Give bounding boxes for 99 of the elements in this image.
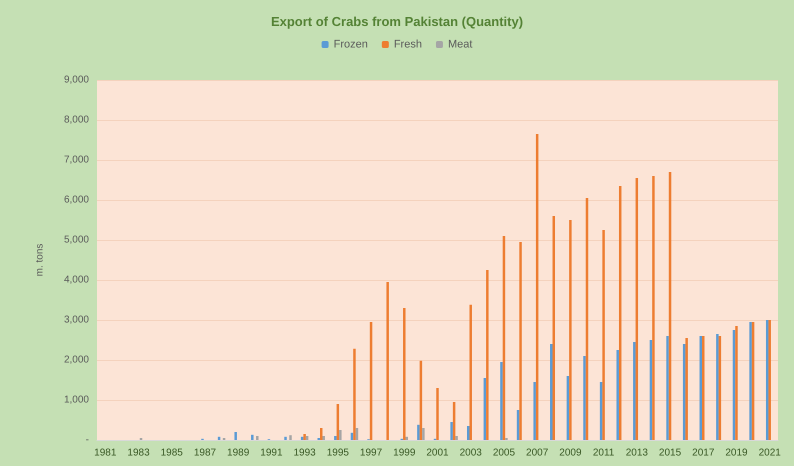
bar <box>766 320 768 440</box>
x-tick-label: 2001 <box>426 448 450 458</box>
y-tick-label: 6,000 <box>64 194 90 206</box>
bar <box>284 436 287 440</box>
y-tick-label: 3,000 <box>64 314 90 326</box>
y-tick-label: 9,000 <box>64 74 90 86</box>
bar <box>422 428 425 440</box>
y-tick-label: 5,000 <box>64 234 90 246</box>
bar <box>350 432 354 440</box>
bar <box>336 404 340 440</box>
bar <box>586 198 588 440</box>
x-tick-label: 2015 <box>658 448 682 458</box>
bar <box>403 308 406 440</box>
bar <box>533 382 536 440</box>
bar <box>616 350 619 440</box>
bar <box>633 342 636 440</box>
x-tick-label: 1981 <box>94 448 117 458</box>
y-tick-label: 2,000 <box>64 354 90 366</box>
legend-label: Meat <box>448 38 472 50</box>
bar <box>353 348 356 440</box>
bar <box>618 186 622 440</box>
y-tick-label: 1,000 <box>64 394 90 406</box>
bar <box>752 322 754 440</box>
x-tick-label: 2003 <box>460 448 482 458</box>
bar <box>732 330 736 440</box>
legend-label: Frozen <box>334 38 368 50</box>
x-tick-label: 1997 <box>360 448 383 458</box>
bar <box>552 216 556 440</box>
bar <box>218 436 220 440</box>
bar <box>484 378 486 440</box>
bar <box>600 382 602 440</box>
bar <box>466 426 470 440</box>
bar <box>536 134 538 440</box>
bar <box>682 344 686 440</box>
bar <box>636 178 638 440</box>
x-tick-label: 1987 <box>194 448 217 458</box>
x-tick-label: 1993 <box>293 448 316 458</box>
x-tick-label: 2007 <box>526 448 549 458</box>
bar <box>251 434 254 440</box>
bar <box>303 434 306 440</box>
chart-title: Export of Crabs from Pakistan (Quantity) <box>270 14 524 29</box>
x-tick-label: 1999 <box>393 448 416 458</box>
bar <box>370 322 372 440</box>
bar <box>406 436 408 440</box>
bar <box>417 424 420 440</box>
bar <box>420 360 422 440</box>
x-tick-label: 2005 <box>492 448 516 458</box>
bar <box>306 436 308 440</box>
y-tick-label: - <box>86 434 89 446</box>
legend-label: Fresh <box>394 38 422 50</box>
x-tick-label: 1995 <box>326 448 350 458</box>
bar <box>469 304 472 440</box>
x-tick-label: 2011 <box>592 448 615 458</box>
bar <box>500 362 503 440</box>
x-tick-label: 2017 <box>692 448 715 458</box>
bar <box>334 436 337 440</box>
y-tick-label: 4,000 <box>64 274 90 286</box>
bar <box>668 172 672 440</box>
bar <box>569 220 572 440</box>
bar <box>566 376 570 440</box>
x-tick-label: 2019 <box>725 448 748 458</box>
bar <box>339 430 342 440</box>
bar <box>768 320 771 440</box>
x-tick-label: 1989 <box>227 448 250 458</box>
bar <box>516 410 520 440</box>
bar <box>602 230 605 440</box>
x-tick-label: 2013 <box>626 448 648 458</box>
x-tick-label: 1991 <box>260 448 283 458</box>
bar <box>256 436 259 440</box>
bar <box>300 436 304 440</box>
bar <box>320 428 322 440</box>
bar <box>455 436 458 440</box>
bar <box>685 338 688 440</box>
bar <box>322 436 325 440</box>
bar <box>519 242 522 440</box>
bar <box>502 236 506 440</box>
bar <box>718 336 722 440</box>
x-tick-label: 1983 <box>127 448 150 458</box>
bar <box>356 428 358 440</box>
bar <box>735 326 738 440</box>
x-tick-label: 2021 <box>758 448 782 458</box>
bar <box>700 336 702 440</box>
bar <box>486 270 489 440</box>
x-tick-label: 2009 <box>559 448 582 458</box>
bar <box>550 344 553 440</box>
bar <box>450 422 453 440</box>
bar <box>716 334 719 440</box>
bar <box>650 340 652 440</box>
bar <box>386 282 389 440</box>
y-tick-label: 8,000 <box>64 114 90 126</box>
y-tick-label: 7,000 <box>64 154 90 166</box>
bar <box>749 322 752 440</box>
bar <box>234 432 237 440</box>
bar <box>702 336 704 440</box>
bar <box>666 336 669 440</box>
y-axis-title: m. tons <box>34 244 46 276</box>
bar <box>452 402 456 440</box>
x-tick-label: 1985 <box>160 448 184 458</box>
bar <box>652 176 655 440</box>
